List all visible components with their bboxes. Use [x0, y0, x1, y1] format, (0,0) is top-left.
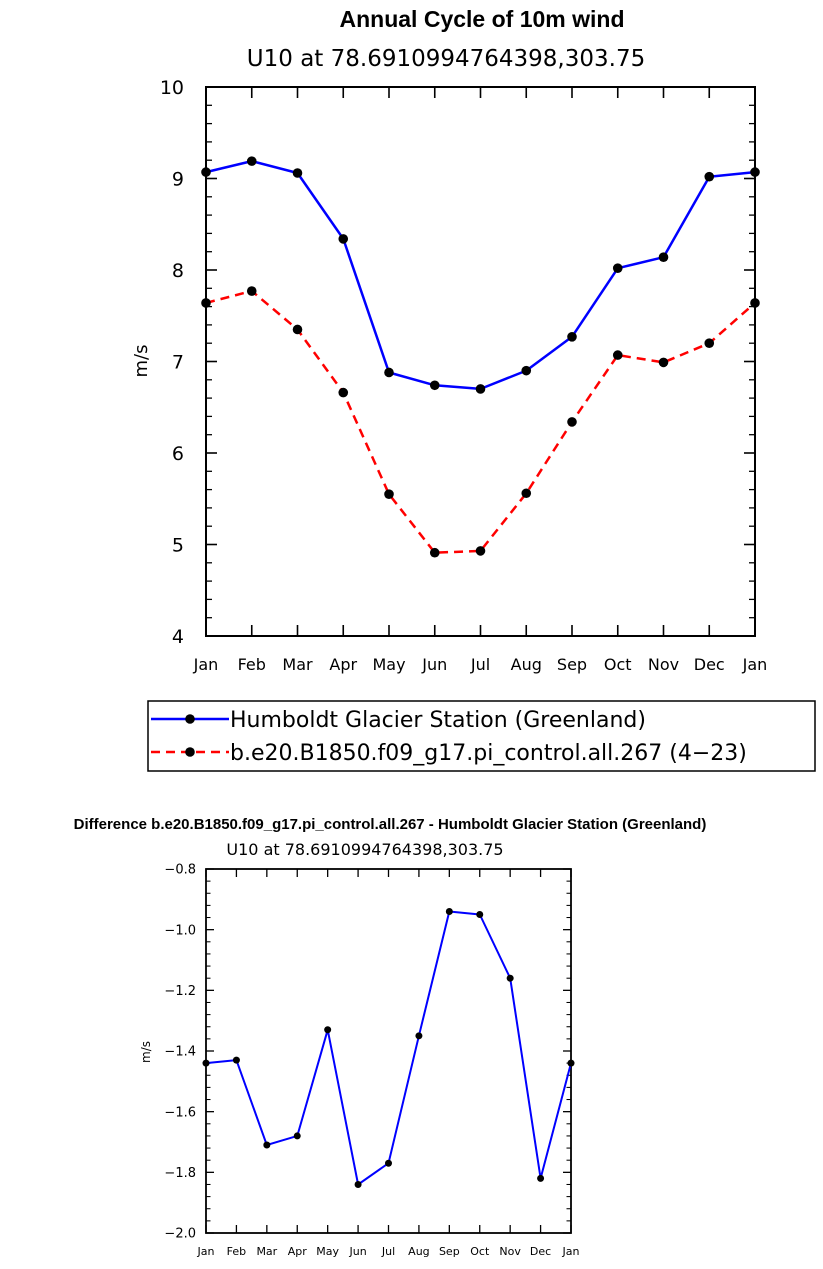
- chart2-ytick-label: −1.6: [164, 1105, 196, 1120]
- chart2-series-0-point: [476, 911, 484, 918]
- chart1-series-0-point: [475, 384, 486, 394]
- chart2-ytick-label: −1.4: [164, 1045, 196, 1060]
- chart1-series-0-line: [205, 159, 756, 391]
- chart1-title: Annual Cycle of 10m wind: [340, 6, 625, 32]
- chart1-series-1-point: [704, 338, 715, 349]
- chart1-ytick-label: 9: [172, 168, 184, 190]
- chart1-subtitle: U10 at 78.6910994764398,303.75: [247, 46, 645, 72]
- chart2-xtick-label: Jan: [562, 1245, 580, 1258]
- chart2-xtick-label: Apr: [288, 1245, 308, 1258]
- chart2-title: Difference b.e20.B1850.f09_g17.pi_contro…: [74, 816, 707, 833]
- chart1-series-0-point: [201, 167, 211, 177]
- chart1-xtick-label: Dec: [694, 655, 725, 674]
- chart1-ytick-label: 4: [172, 626, 184, 648]
- chart1-series-0-point: [429, 380, 440, 391]
- chart1-xtick-label: Sep: [557, 655, 587, 674]
- chart2-series-0-point: [324, 1026, 332, 1034]
- chart1-xtick-label: Jul: [470, 655, 490, 674]
- chart2-series-0-point: [263, 1141, 271, 1149]
- chart2-ytick-label: −1.2: [164, 984, 196, 999]
- chart1-xtick-label: Nov: [648, 655, 679, 674]
- chart1-ytick-label: 8: [172, 260, 184, 282]
- chart1-series-1-point: [475, 546, 486, 556]
- chart1-series-1-point: [246, 286, 257, 296]
- chart2-plot: −2.0 −1.8 −1.6 −1.4 −1.2 −1.0 −0.8 Jan Feb Mar Apr…: [164, 863, 579, 1258]
- chart2-xtick-label: Oct: [470, 1245, 490, 1258]
- chart1-series-1-point: [658, 357, 669, 368]
- chart2-ytick-label: −2.0: [164, 1227, 196, 1242]
- chart2-xtick-label: Dec: [530, 1245, 551, 1258]
- chart2-series-0-point: [232, 1056, 240, 1064]
- chart2-series-0-point: [567, 1059, 575, 1067]
- chart1-series-1-point: [750, 298, 760, 308]
- legend-entry-label: b.e20.B1850.f09_g17.pi_control.all.267 (…: [230, 741, 747, 766]
- chart1-ytick-label: 6: [172, 443, 184, 465]
- chart1-series-1-point: [612, 350, 623, 360]
- chart2-xtick-label: Jul: [381, 1245, 395, 1258]
- chart2-series-0-point: [415, 1032, 423, 1040]
- chart1-series-1-point: [567, 417, 577, 427]
- chart1-series-1-point: [521, 488, 532, 499]
- chart2-frame: [205, 868, 572, 1234]
- chart1-ytick-label: 7: [172, 351, 184, 373]
- chart1-series-0-point: [292, 168, 303, 178]
- chart2-series-0-line: [205, 910, 572, 1186]
- chart1-legend: Humboldt Glacier Station (Greenland) b.e2…: [147, 700, 816, 772]
- chart1-ytick-label: 10: [160, 77, 184, 99]
- chart2-ytick-label: −1.8: [164, 1166, 196, 1181]
- chart2-xtick-label: Jun: [348, 1245, 366, 1258]
- chart2-series-0-point: [385, 1159, 392, 1167]
- chart1-series-0-point: [521, 365, 532, 376]
- chart1-xtick-label: Oct: [604, 655, 632, 674]
- chart2-series-0-point: [537, 1174, 545, 1182]
- chart2-ytick-label: −0.8: [164, 863, 196, 878]
- chart1-series-1-point: [429, 547, 440, 558]
- chart1-series-0-point: [750, 167, 760, 177]
- chart1-series-1-point: [338, 387, 349, 398]
- chart1-series-1-point: [384, 489, 394, 499]
- chart2-series-0-point: [506, 974, 514, 982]
- chart1-series-0-point: [658, 252, 669, 262]
- chart1-series-1-point: [201, 298, 211, 308]
- chart1-series-0-point: [704, 171, 715, 182]
- legend-swatch-marker: [185, 714, 195, 724]
- chart1-plot: 4 5 6 7 8 9 10 Jan Feb Mar Apr May Jun Jul Aug Sep Oct No…: [160, 77, 768, 674]
- chart1-xtick-label: Jun: [421, 655, 447, 674]
- chart2-series-0-point: [354, 1180, 362, 1188]
- chart1-xtick-label: Aug: [511, 655, 542, 674]
- chart1-series-1-point: [292, 324, 303, 335]
- chart1-xtick-label: Jan: [193, 655, 219, 674]
- chart2-xtick-label: Mar: [256, 1245, 277, 1258]
- chart1-xtick-label: Apr: [329, 655, 357, 674]
- chart2-series-0-point: [445, 907, 453, 915]
- chart2-xtick-label: Jan: [197, 1245, 215, 1258]
- chart1-series-0-point: [567, 331, 577, 342]
- chart2-xtick-label: Feb: [227, 1245, 246, 1258]
- chart1-series-0-point: [612, 263, 623, 273]
- chart1-xtick-label: May: [372, 655, 405, 674]
- chart1-series-0-point: [246, 156, 257, 166]
- chart1-ytick-label: 5: [172, 534, 184, 556]
- chart1-xtick-label: Jan: [742, 655, 768, 674]
- chart1-ylabel: m/s: [131, 345, 152, 378]
- chart2-xtick-label: Aug: [408, 1245, 429, 1258]
- chart2-xtick-label: Nov: [499, 1245, 521, 1258]
- chart1-xtick-label: Mar: [282, 655, 313, 674]
- legend-box: [147, 700, 816, 772]
- chart2-subtitle: U10 at 78.6910994764398,303.75: [226, 840, 503, 859]
- legend-entry-label: Humboldt Glacier Station (Greenland): [230, 708, 646, 733]
- chart2-ytick-label: −1.0: [164, 923, 196, 938]
- legend-swatch-marker: [185, 747, 195, 757]
- chart2-xtick-label: May: [316, 1245, 339, 1258]
- chart1-series-0-point: [338, 234, 349, 244]
- chart1-xtick-label: Feb: [238, 655, 266, 674]
- chart1-series-0-point: [384, 367, 394, 378]
- chart2-xtick-label: Sep: [439, 1245, 460, 1258]
- chart2-ylabel: m/s: [139, 1041, 153, 1063]
- chart1-series-1-line: [205, 289, 756, 554]
- chart2-series-0-point: [293, 1132, 301, 1140]
- chart2-series-0-point: [202, 1059, 210, 1067]
